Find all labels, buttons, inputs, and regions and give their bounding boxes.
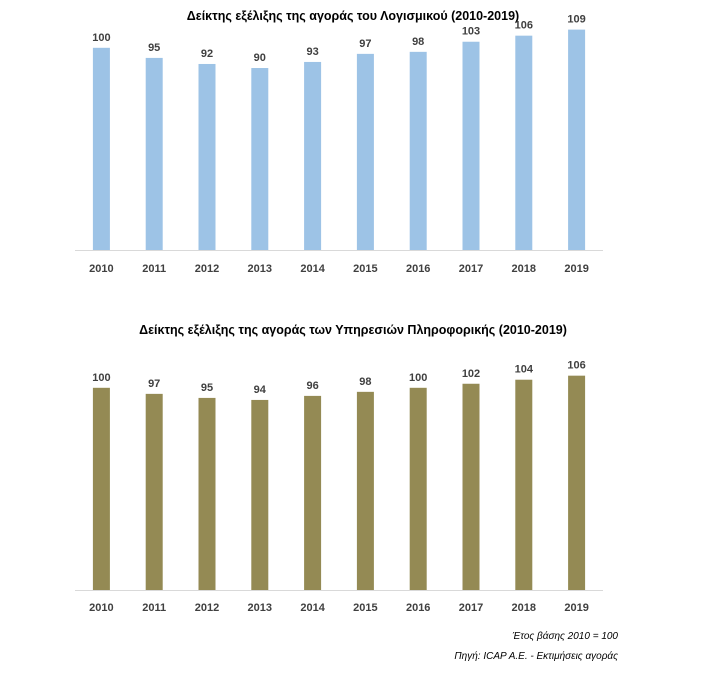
software-bar-2015: [356, 53, 374, 251]
software-value-label-2018: 106: [515, 20, 533, 32]
it-services-bar-2016: [409, 387, 427, 590]
it-services-bar-2014: [304, 395, 322, 590]
software-tick-label-2016: 2016: [406, 263, 430, 275]
chart-it-services-market-index: 100 2010 97 2011 95 2012 94 2013 96 2014 98 2015 100…: [75, 360, 603, 614]
software-value-label-2014: 93: [306, 46, 318, 58]
chart-title-software: Δείκτης εξέλιξης της αγοράς του Λογισμικ…: [186, 9, 520, 23]
it-services-bar-2017: [462, 383, 480, 590]
software-bar-2010: [92, 47, 110, 250]
software-tick-label-2015: 2015: [353, 263, 377, 275]
software-value-label-2012: 92: [201, 48, 213, 60]
it-services-value-label-2013: 94: [254, 384, 267, 396]
it-services-tick-label-2013: 2013: [248, 602, 272, 614]
it-services-tick-label-2017: 2017: [459, 602, 483, 614]
it-services-value-label-2010: 100: [92, 372, 110, 384]
it-services-value-label-2017: 102: [462, 368, 480, 380]
it-services-bar-2012: [198, 397, 216, 590]
it-services-value-label-2016: 100: [409, 372, 427, 384]
software-tick-label-2010: 2010: [89, 263, 113, 275]
chart-software-market-index: 100 2010 95 2011 92 2012 90 2013 93 2014 97 2015 98 2…: [75, 14, 603, 275]
it-services-value-label-2019: 106: [567, 360, 585, 372]
it-services-value-label-2015: 98: [359, 376, 371, 388]
software-value-label-2016: 98: [412, 36, 424, 48]
software-tick-label-2014: 2014: [300, 263, 325, 275]
software-tick-label-2011: 2011: [142, 263, 166, 275]
base-year-note: Έτος βάσης 2010 = 100: [512, 631, 618, 642]
software-tick-label-2019: 2019: [564, 263, 588, 275]
it-services-value-label-2018: 104: [515, 364, 534, 376]
software-value-label-2010: 100: [92, 32, 110, 44]
software-bar-2014: [304, 61, 322, 251]
software-bar-2013: [251, 68, 269, 251]
software-value-label-2017: 103: [462, 26, 480, 38]
it-services-tick-label-2015: 2015: [353, 602, 377, 614]
software-value-label-2011: 95: [148, 42, 160, 54]
software-bar-2012: [198, 63, 216, 251]
it-services-tick-label-2018: 2018: [512, 602, 536, 614]
software-bar-2018: [515, 35, 533, 250]
it-services-bar-2015: [356, 391, 374, 590]
software-tick-label-2013: 2013: [248, 263, 272, 275]
it-services-bar-2019: [568, 375, 586, 590]
it-services-tick-label-2010: 2010: [89, 602, 113, 614]
it-services-bar-2011: [145, 393, 163, 590]
it-services-tick-label-2016: 2016: [406, 602, 430, 614]
it-services-value-label-2012: 95: [201, 382, 213, 394]
it-services-bar-2018: [515, 379, 533, 590]
software-bar-2016: [409, 51, 427, 251]
it-services-bar-2013: [251, 399, 269, 590]
it-services-tick-label-2012: 2012: [195, 602, 219, 614]
software-bar-2017: [462, 41, 480, 250]
it-services-value-label-2014: 96: [306, 380, 318, 392]
software-tick-label-2012: 2012: [195, 263, 219, 275]
software-bar-2011: [145, 57, 163, 250]
it-services-tick-label-2019: 2019: [564, 602, 588, 614]
software-bar-2019: [568, 29, 586, 250]
chart-title-it-services: Δείκτης εξέλιξης της αγοράς των Υπηρεσιώ…: [139, 323, 567, 337]
it-services-value-label-2011: 97: [148, 378, 160, 390]
source-note: Πηγή: ICAP A.E. - Εκτιμήσεις αγοράς: [454, 651, 618, 662]
it-services-tick-label-2011: 2011: [142, 602, 166, 614]
it-services-tick-label-2014: 2014: [300, 602, 325, 614]
software-value-label-2013: 90: [254, 52, 266, 64]
software-value-label-2015: 97: [359, 38, 371, 50]
software-tick-label-2018: 2018: [512, 263, 536, 275]
software-value-label-2019: 109: [567, 14, 585, 26]
software-tick-label-2017: 2017: [459, 263, 483, 275]
it-services-bar-2010: [92, 387, 110, 590]
